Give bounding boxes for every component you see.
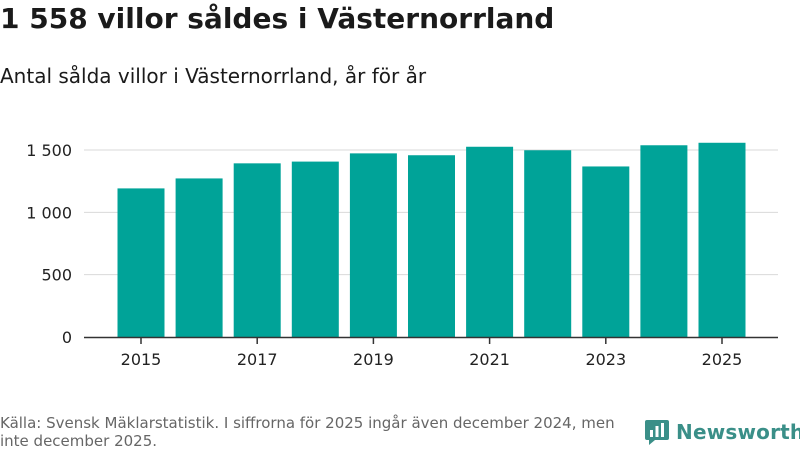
brand-name: Newsworthy [676,420,800,444]
bar-chart: 0 500 1 000 1 500 2015 2017 2019 2021 2023 2025 [26,141,778,369]
x-tick-label: 2017 [237,350,278,369]
bar-2022 [524,150,572,337]
x-tick-label: 2019 [353,350,394,369]
chart-subtitle: Antal sålda villor i Västernorrland, år … [0,64,427,88]
y-tick-label: 0 [62,328,72,347]
bar-2017 [233,163,281,337]
source-note: Källa: Svensk Mäklarstatistik. I siffror… [0,414,615,450]
bar-2019 [349,153,397,337]
brand-logo: Newsworthy [644,418,800,446]
x-tick-label: 2021 [469,350,510,369]
x-tick-label: 2015 [121,350,162,369]
y-tick-label: 1 500 [26,141,72,160]
x-tick-label: 2023 [585,350,626,369]
bar-2024 [640,145,688,337]
bar-2016 [175,178,223,337]
y-tick-label: 500 [41,266,72,285]
x-tick-label: 2025 [702,350,743,369]
y-tick-label: 1 000 [26,203,72,222]
bar-2020 [408,155,455,337]
chart-title: 1 558 villor såldes i Västernorrland [0,2,555,35]
bar-2021 [466,146,514,337]
newsworthy-logo-icon [645,420,669,445]
bar-2025 [698,142,746,337]
bar-2015 [117,188,165,337]
bar-2018 [291,161,339,337]
bar-2023 [582,166,630,337]
